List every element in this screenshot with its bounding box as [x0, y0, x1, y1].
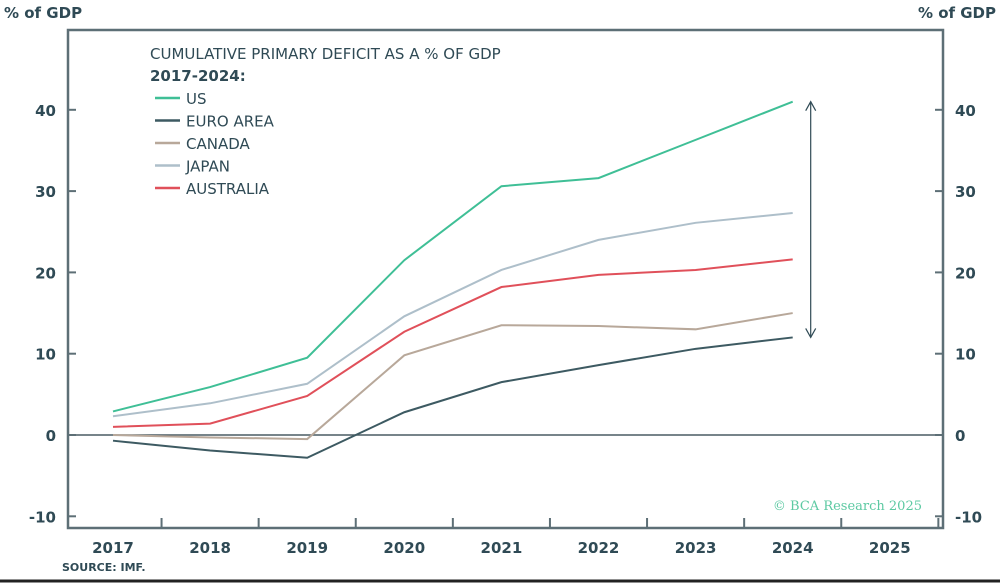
- series-line-us: [112, 100, 794, 413]
- x-tick-label: 2023: [675, 539, 717, 557]
- x-tick-label: 2018: [189, 539, 231, 557]
- x-tick-label: 2025: [869, 539, 911, 557]
- y-tick-label-left: 20: [35, 264, 56, 282]
- y-tick-label-left: 30: [35, 183, 56, 201]
- arrow-head-up: [805, 100, 817, 111]
- legend-entry: CANADA: [186, 135, 251, 153]
- legend-entry: EURO AREA: [186, 113, 275, 131]
- x-tick-label: 2024: [772, 539, 814, 557]
- series-line-canada: [112, 312, 793, 441]
- y-tick-label-right: 30: [955, 183, 976, 201]
- y-tick-label-right: 40: [955, 102, 976, 120]
- x-tick-label: 2019: [286, 539, 328, 557]
- legend-entry: US: [186, 90, 207, 108]
- legend-subtitle: 2017-2024:: [150, 67, 246, 85]
- series-line-euro-area: [112, 336, 793, 459]
- arrow-head-down: [805, 328, 817, 339]
- legend-entry: JAPAN: [185, 158, 230, 176]
- y-tick-label-right: 0: [955, 427, 965, 445]
- y-tick-label-left: 10: [35, 346, 56, 364]
- legend-entry: AUSTRALIA: [186, 180, 270, 198]
- x-tick-label: 2022: [578, 539, 620, 557]
- legend-title: CUMULATIVE PRIMARY DEFICIT AS A % OF GDP: [150, 45, 501, 63]
- watermark: © BCA Research 2025: [773, 499, 922, 514]
- y-axis-label-left: % of GDP: [4, 4, 82, 22]
- x-tick-label: 2021: [481, 539, 523, 557]
- y-axis-label-right: % of GDP: [918, 4, 996, 22]
- series-line-australia: [112, 258, 793, 428]
- source-note: SOURCE: IMF.: [62, 561, 146, 574]
- x-tick-label: 2017: [92, 539, 134, 557]
- y-tick-label-right: -10: [955, 508, 982, 526]
- y-tick-label-right: 10: [955, 346, 976, 364]
- y-tick-label-right: 20: [955, 264, 976, 282]
- x-tick-label: 2020: [383, 539, 425, 557]
- y-tick-label-left: -10: [29, 508, 56, 526]
- y-tick-label-left: 0: [46, 427, 56, 445]
- series-line-japan: [112, 212, 793, 418]
- y-tick-label-left: 40: [35, 102, 56, 120]
- plot-frame: [66, 28, 945, 530]
